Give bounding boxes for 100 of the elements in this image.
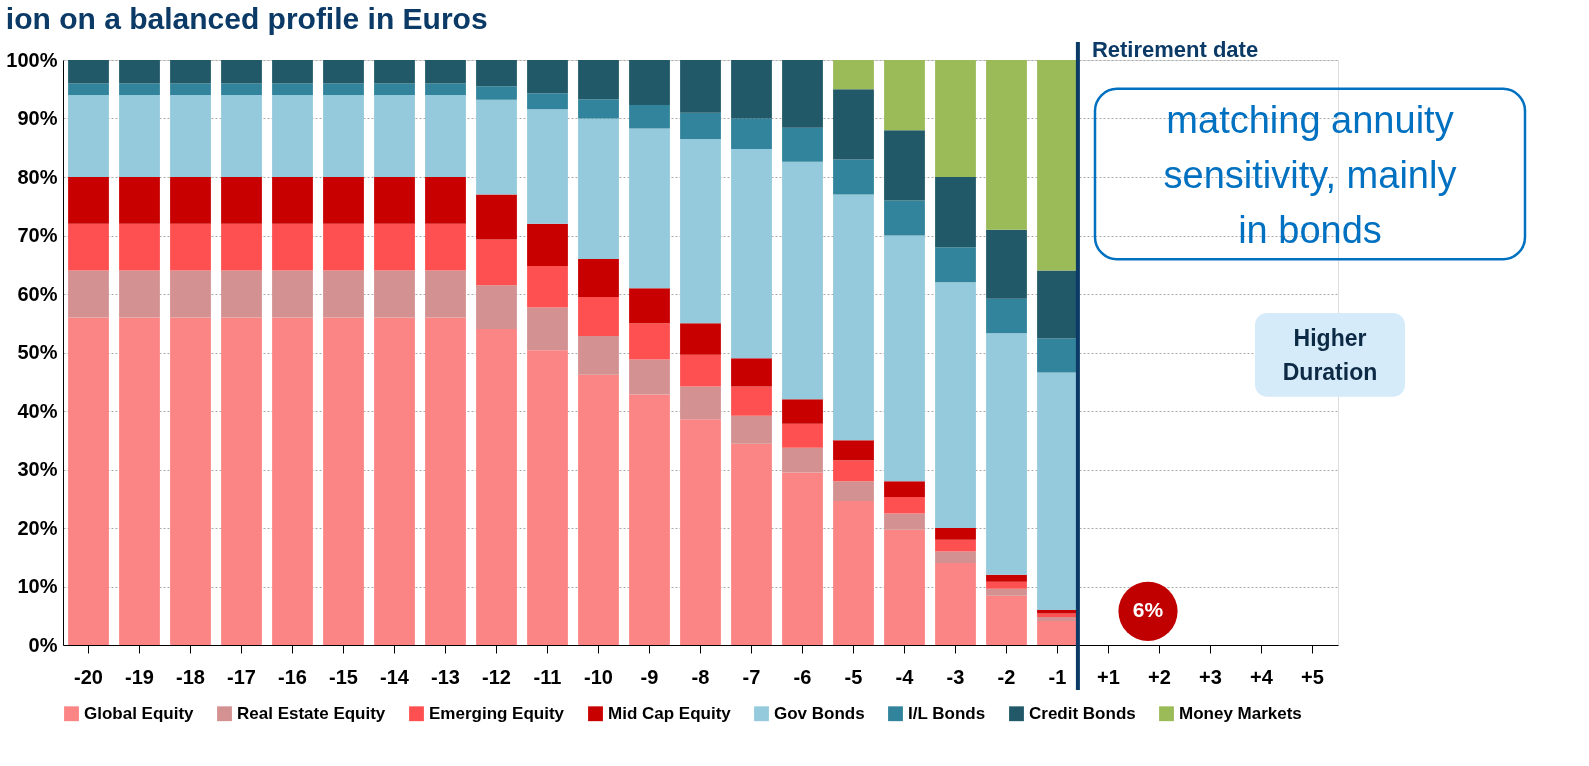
bar: [221, 317, 262, 645]
bar: [1037, 613, 1078, 617]
bar: [935, 551, 976, 564]
bar: [272, 177, 313, 224]
bar: [323, 270, 364, 318]
bar: [425, 95, 466, 177]
y-tick-label: 60%: [17, 282, 58, 305]
bar: [629, 128, 670, 289]
bar: [476, 285, 517, 330]
bar: [119, 317, 160, 645]
bar: [527, 109, 568, 224]
bar: [272, 270, 313, 318]
bar: [425, 60, 466, 84]
x-tick-label: -10: [584, 665, 613, 688]
bar: [527, 223, 568, 266]
y-tick-label: 50%: [17, 341, 58, 363]
bar: [221, 83, 262, 96]
bar: [782, 447, 823, 473]
y-tick-label: 70%: [17, 224, 58, 246]
bar: [833, 89, 874, 160]
bar: [323, 317, 364, 645]
bar: [935, 60, 976, 177]
bar: [833, 60, 874, 90]
bar: [629, 288, 670, 324]
bar: [425, 177, 466, 224]
legend-label: I/L Bonds: [908, 703, 986, 723]
bar: [527, 350, 568, 645]
bar: [323, 95, 364, 177]
bar: [221, 223, 262, 271]
legend-label: Global Equity: [84, 703, 195, 723]
x-tick-label: +2: [1148, 665, 1171, 688]
bar: [170, 95, 211, 177]
x-tick-label: -7: [742, 665, 761, 688]
bar: [476, 99, 517, 195]
bar: [986, 588, 1027, 596]
bar: [374, 177, 415, 224]
bar: [935, 539, 976, 552]
bar: [527, 93, 568, 110]
bar: [119, 83, 160, 96]
legend-label: Real Estate Equity: [237, 703, 386, 723]
bar: [935, 528, 976, 540]
bar: [170, 60, 211, 84]
bar: [935, 563, 976, 645]
bar: [731, 60, 772, 119]
y-tick-label: 90%: [17, 107, 58, 129]
bar: [1037, 270, 1078, 339]
bar: [425, 317, 466, 645]
bar: [986, 333, 1027, 575]
bar: [1037, 60, 1078, 271]
x-tick-label: -11: [533, 665, 562, 688]
bar: [782, 399, 823, 424]
bar: [578, 374, 619, 645]
bar: [119, 270, 160, 318]
bar: [782, 472, 823, 645]
y-tick-label: 20%: [17, 516, 58, 539]
bar: [680, 60, 721, 113]
bar: [476, 239, 517, 286]
bar: [1037, 621, 1078, 645]
bar: [119, 95, 160, 177]
bar: [578, 118, 619, 259]
bar: [782, 60, 823, 128]
x-tick-label: -13: [431, 665, 460, 688]
bar: [272, 83, 313, 96]
bar: [578, 258, 619, 297]
bar: [68, 317, 109, 645]
bar: [884, 60, 925, 131]
bar: [221, 177, 262, 224]
bar: [221, 270, 262, 318]
x-tick-label: +3: [1199, 665, 1222, 688]
x-tick-label: -20: [74, 665, 103, 688]
bar: [782, 161, 823, 400]
bar: [629, 359, 670, 395]
bar: [782, 127, 823, 162]
bar: [374, 317, 415, 645]
bar: [374, 95, 415, 177]
bar: [629, 394, 670, 645]
bar: [884, 130, 925, 201]
bar: [986, 60, 1027, 230]
bar: [527, 307, 568, 351]
bar: [374, 83, 415, 96]
bar: [119, 177, 160, 224]
bar: [374, 60, 415, 84]
x-tick-label: -16: [278, 665, 307, 688]
bar: [476, 329, 517, 645]
bar: [833, 440, 874, 461]
x-tick-label: -15: [329, 665, 358, 688]
legend-label: Gov Bonds: [774, 703, 865, 723]
bar: [629, 60, 670, 106]
annotation: 6%: [1132, 598, 1164, 622]
x-tick-label: -12: [482, 665, 511, 688]
bar: [374, 270, 415, 318]
bar: [986, 595, 1027, 645]
y-tick-label: 100%: [6, 48, 58, 71]
bar: [170, 270, 211, 318]
bar: [731, 358, 772, 387]
bar: [884, 481, 925, 497]
bar: [680, 323, 721, 355]
x-tick-label: -18: [176, 665, 205, 688]
bar: [782, 423, 823, 448]
bar: [884, 513, 925, 530]
